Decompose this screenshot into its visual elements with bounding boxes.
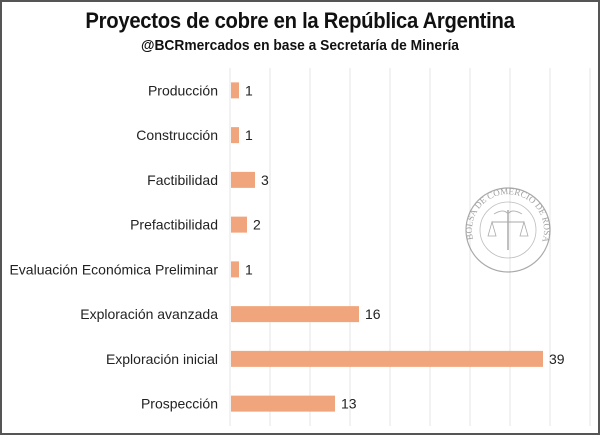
bcr-seal-watermark: BOLSA DE COMERCIO DE ROSARIO (464, 186, 552, 273)
category-label: Exploración avanzada (80, 306, 218, 322)
value-label: 1 (245, 127, 253, 143)
seal-wings-icon (493, 210, 523, 215)
category-labels: Producción Construcción Factibilidad Prefac… (9, 82, 218, 411)
value-label: 1 (245, 82, 253, 98)
bar (231, 171, 255, 188)
bar (231, 82, 239, 99)
value-label: 3 (261, 172, 269, 188)
seal-outer-ring (465, 187, 551, 273)
category-label: Exploración inicial (106, 351, 218, 367)
bar (231, 395, 335, 412)
bar (231, 216, 247, 233)
value-label: 13 (341, 396, 357, 412)
bar (231, 306, 359, 323)
seal-scales-icon (487, 220, 529, 237)
value-label: 1 (245, 261, 253, 277)
chart-subtitle: @BCRmercados en base a Secretaría de Min… (141, 37, 459, 54)
category-label: Prospección (141, 396, 218, 412)
category-label: Evaluación Económica Preliminar (9, 261, 218, 277)
category-label: Prefactibilidad (130, 217, 218, 233)
category-label: Factibilidad (147, 172, 218, 188)
chart-title: Proyectos de cobre en la República Argen… (85, 8, 515, 33)
bar (231, 127, 239, 144)
category-label: Construcción (136, 127, 218, 143)
seal-inner-ring (479, 201, 537, 259)
value-label: 39 (549, 351, 565, 367)
value-label: 2 (253, 217, 261, 233)
value-label: 16 (365, 306, 381, 322)
gridlines (229, 68, 591, 426)
bars (231, 82, 543, 412)
bar (231, 261, 239, 278)
category-label: Producción (148, 82, 218, 98)
bar (231, 350, 543, 367)
